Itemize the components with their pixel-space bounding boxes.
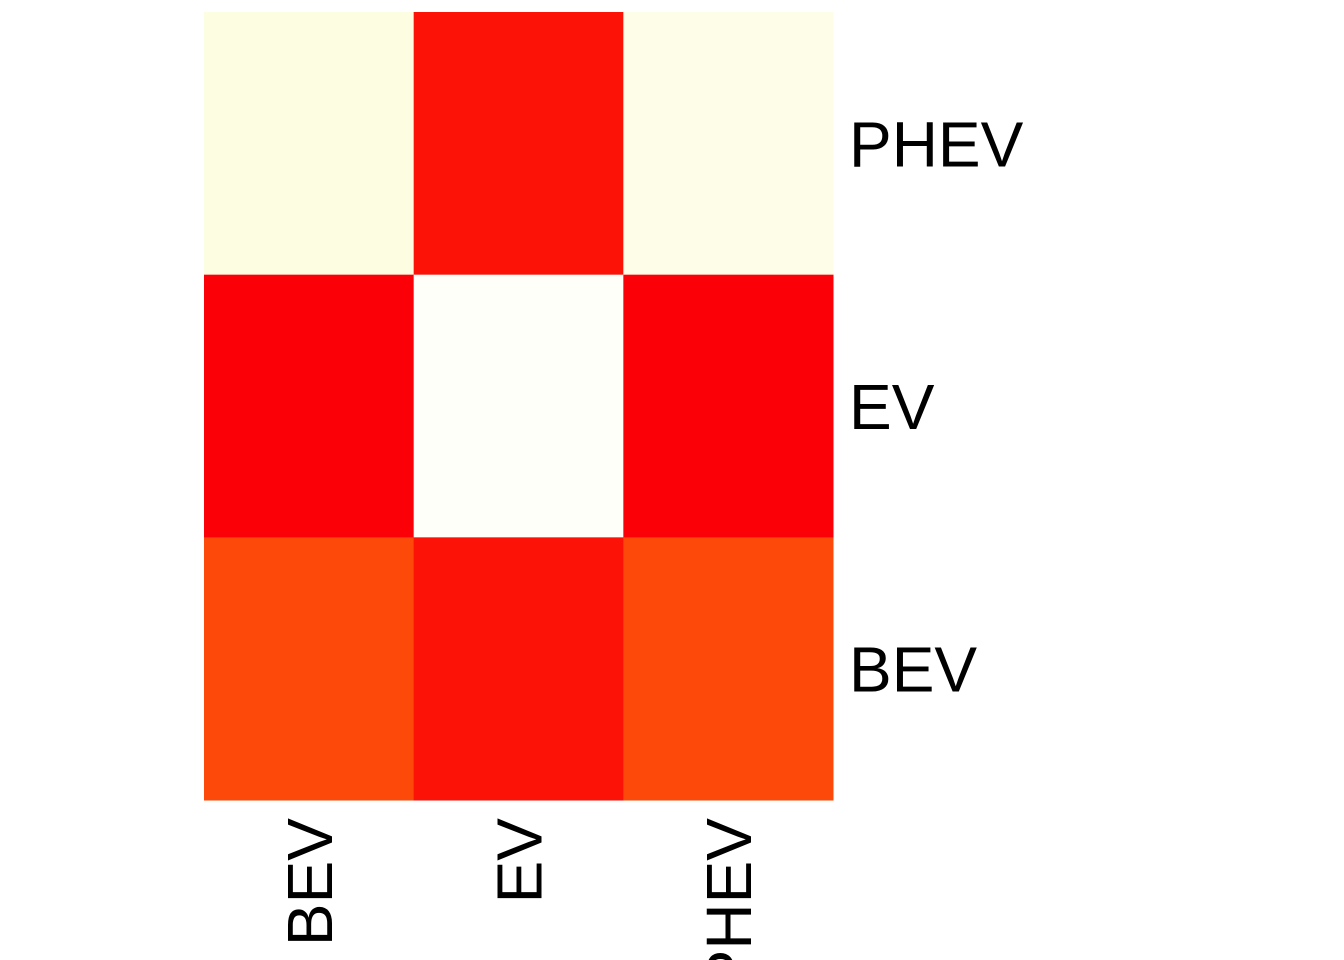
heatmap-cell-phev-bev [204,12,415,276]
x-axis-tick-labels: BEV EV PHEV [274,818,765,960]
heatmap-cell-ev-phev [623,274,834,538]
heatmap-cell-bev-ev [413,537,624,801]
heatmap-cell-phev-ev [413,12,624,276]
heatmap-cell-phev-phev [623,12,834,276]
y-tick-label-ev: EV [849,371,935,443]
heatmap-cell-bev-bev [204,537,415,801]
y-axis-tick-labels: PHEV EV BEV [849,108,1024,705]
y-tick-label-phev: PHEV [849,108,1024,180]
x-tick-label-phev: PHEV [693,818,765,960]
x-tick-label-ev: EV [484,818,556,904]
heatmap-cells [204,12,834,801]
heatmap-cell-bev-phev [623,537,834,801]
heatmap-cell-ev-bev [204,274,415,538]
heatmap-cell-ev-ev [413,274,624,538]
y-tick-label-bev: BEV [849,634,977,706]
x-tick-label-bev: BEV [274,818,346,946]
